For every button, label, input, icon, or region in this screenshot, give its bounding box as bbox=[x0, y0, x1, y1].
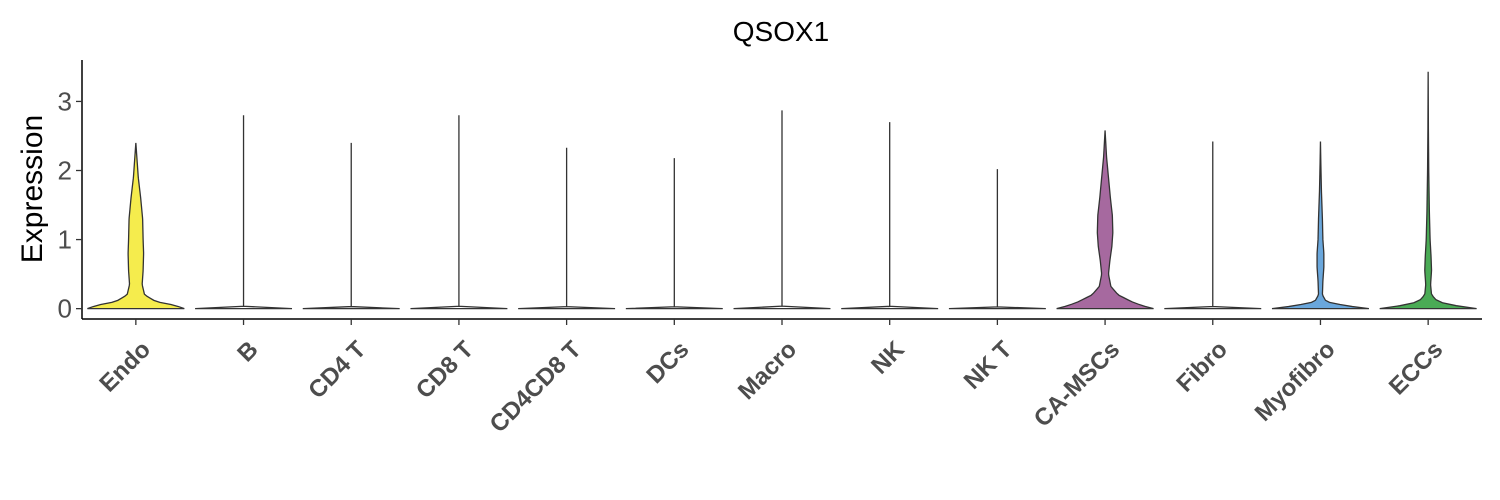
y-tick-label: 1 bbox=[58, 225, 72, 255]
x-tick-label: B bbox=[232, 336, 263, 367]
violin-myofibro bbox=[1271, 141, 1370, 310]
x-tick-label: NK T bbox=[959, 336, 1018, 395]
x-tick-label: NK bbox=[866, 336, 910, 380]
violin-nk-t bbox=[948, 169, 1046, 310]
x-tick-label: Fibro bbox=[1171, 336, 1233, 398]
x-axis: Endo B CD4 T CD8 T CD4CD8 T DCs Macro NK NK T CA-… bbox=[94, 319, 1448, 438]
x-tick-label: CA-MSCs bbox=[1029, 336, 1125, 432]
violin-macro bbox=[733, 110, 831, 310]
violin-eccs bbox=[1379, 71, 1477, 310]
violin-endo bbox=[87, 142, 185, 310]
x-tick-label: Macro bbox=[733, 336, 802, 405]
y-tick-label: 0 bbox=[58, 294, 72, 324]
y-tick-label: 3 bbox=[58, 86, 72, 116]
x-tick-label: Endo bbox=[94, 336, 156, 398]
y-axis-label: Expression bbox=[16, 115, 49, 263]
violin-ca-mscs bbox=[1056, 130, 1154, 310]
violin-fibro bbox=[1164, 141, 1262, 310]
y-axis: 0 1 2 3 bbox=[58, 86, 82, 324]
violin-nk bbox=[841, 122, 939, 310]
violins bbox=[87, 71, 1477, 310]
violin-cd4-t bbox=[302, 142, 400, 310]
x-tick-label: Myofibro bbox=[1250, 336, 1341, 427]
violin-b bbox=[195, 115, 293, 310]
x-tick-label: DCs bbox=[641, 336, 694, 389]
violin-dcs bbox=[625, 158, 723, 310]
x-tick-label: CD4CD8 T bbox=[485, 336, 587, 438]
violin-cd8-t bbox=[410, 115, 508, 310]
violin-cd4cd8-t bbox=[518, 147, 616, 310]
x-tick-label: CD4 T bbox=[303, 336, 371, 404]
x-tick-label: CD8 T bbox=[411, 336, 479, 404]
chart-title: QSOX1 bbox=[733, 16, 829, 47]
y-tick-label: 2 bbox=[58, 156, 72, 186]
x-tick-label: ECCs bbox=[1384, 336, 1448, 400]
